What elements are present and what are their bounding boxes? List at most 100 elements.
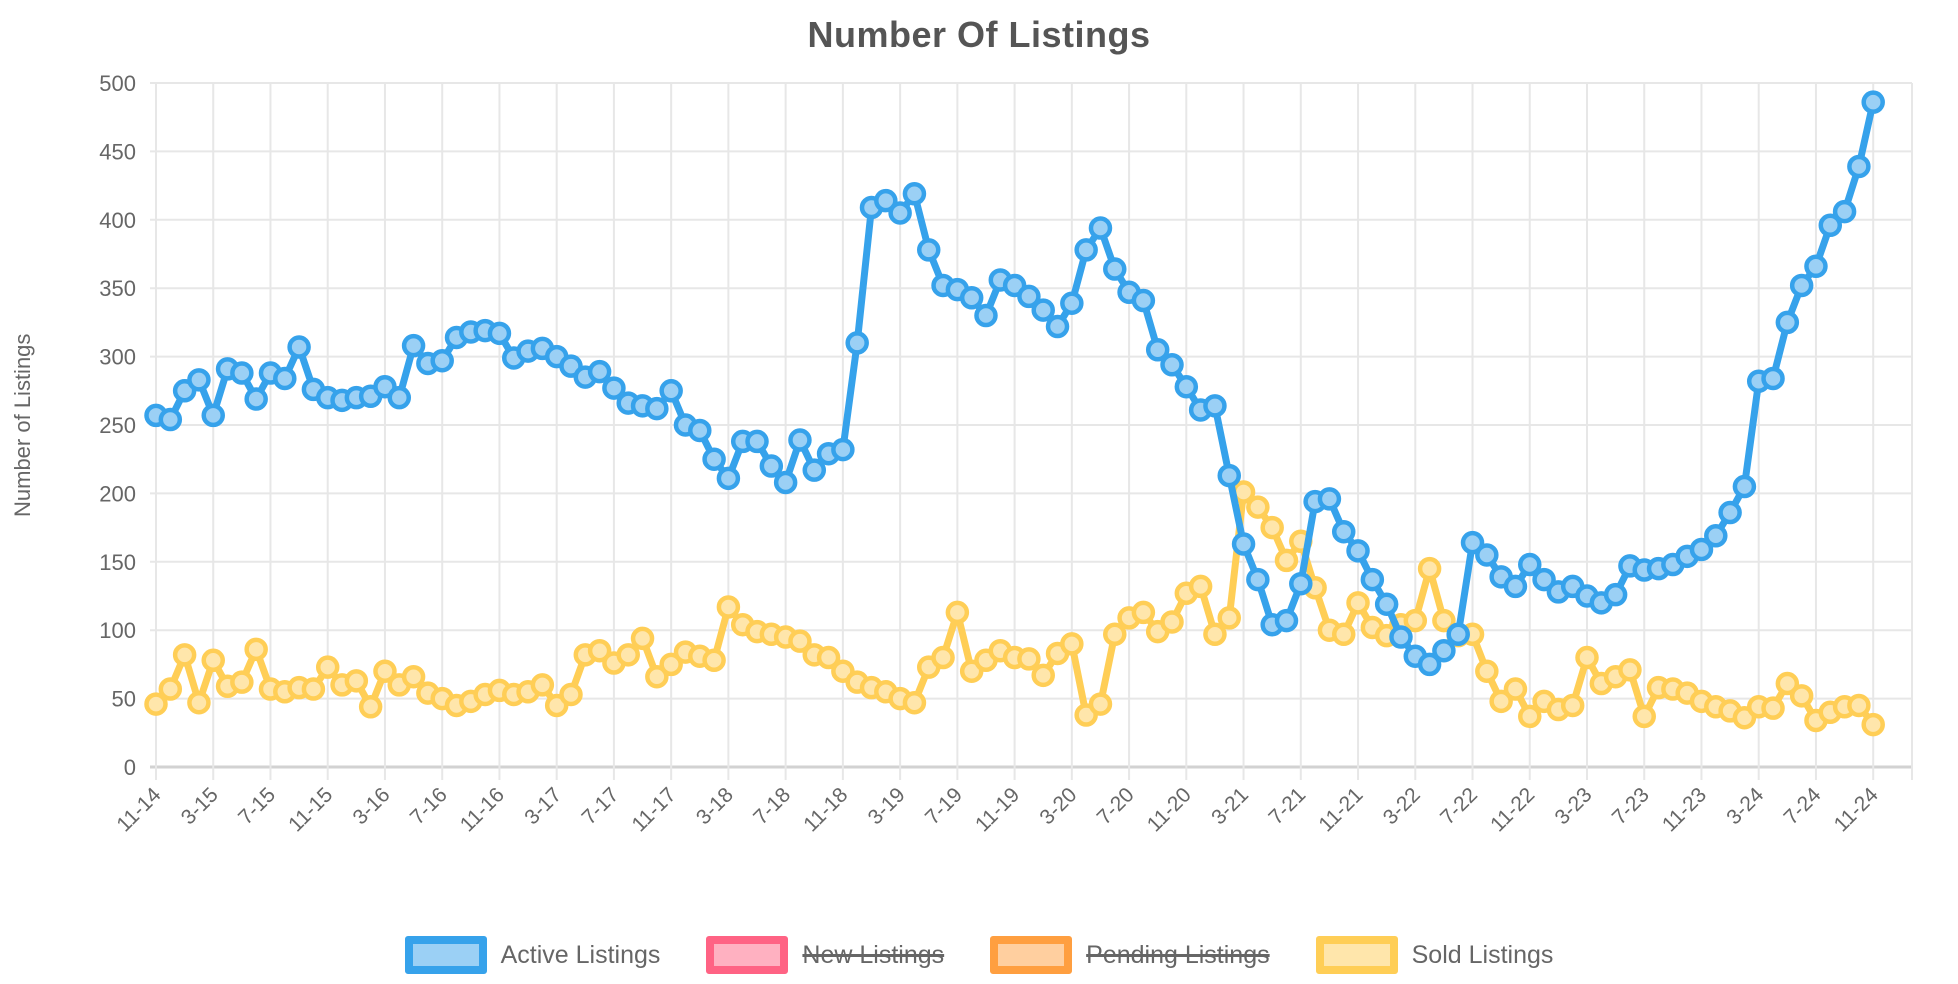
data-point[interactable]: [230, 361, 254, 385]
data-point[interactable]: [1518, 552, 1542, 577]
data-point[interactable]: [1704, 524, 1728, 548]
data-point[interactable]: [888, 201, 912, 225]
data-point[interactable]: [1217, 463, 1241, 488]
data-point[interactable]: [831, 437, 855, 462]
data-point[interactable]: [1460, 530, 1485, 555]
data-point[interactable]: [1103, 257, 1127, 281]
data-point[interactable]: [1417, 556, 1442, 581]
data-point[interactable]: [1045, 314, 1070, 339]
data-point[interactable]: [158, 407, 183, 432]
data-point[interactable]: [273, 366, 297, 391]
data-point[interactable]: [172, 643, 197, 667]
data-point[interactable]: [158, 677, 183, 701]
data-point[interactable]: [1503, 574, 1528, 599]
data-point[interactable]: [1775, 310, 1800, 335]
data-point[interactable]: [244, 387, 268, 411]
data-point[interactable]: [401, 333, 426, 358]
data-point[interactable]: [1017, 284, 1041, 309]
data-point[interactable]: [1689, 537, 1714, 562]
data-point[interactable]: [1575, 645, 1599, 670]
data-point[interactable]: [716, 595, 741, 619]
data-point[interactable]: [587, 359, 612, 384]
data-point[interactable]: [187, 690, 211, 715]
data-point[interactable]: [1389, 625, 1413, 649]
data-point[interactable]: [759, 454, 784, 478]
data-point[interactable]: [1274, 608, 1299, 633]
data-point[interactable]: [1847, 693, 1871, 718]
data-point[interactable]: [1074, 238, 1098, 262]
data-point[interactable]: [1761, 696, 1785, 720]
data-point[interactable]: [1560, 693, 1585, 718]
data-point[interactable]: [287, 335, 311, 359]
data-point[interactable]: [530, 673, 555, 697]
data-point[interactable]: [587, 638, 612, 663]
data-point[interactable]: [1518, 704, 1542, 729]
data-point[interactable]: [845, 331, 869, 355]
data-point[interactable]: [1017, 647, 1041, 671]
data-point[interactable]: [1360, 567, 1385, 592]
data-point[interactable]: [716, 466, 741, 491]
data-point[interactable]: [1331, 519, 1356, 544]
data-point[interactable]: [816, 645, 841, 670]
data-point[interactable]: [659, 379, 683, 403]
data-point[interactable]: [645, 396, 669, 421]
data-point[interactable]: [1403, 608, 1428, 633]
data-point[interactable]: [401, 664, 426, 689]
data-point[interactable]: [1217, 606, 1241, 630]
data-point[interactable]: [1203, 622, 1227, 647]
data-point[interactable]: [1160, 610, 1184, 634]
data-point[interactable]: [1475, 543, 1499, 567]
data-point[interactable]: [788, 629, 812, 653]
data-point[interactable]: [1761, 366, 1785, 391]
data-point[interactable]: [1203, 394, 1227, 418]
data-point[interactable]: [1789, 684, 1814, 708]
data-point[interactable]: [301, 677, 326, 701]
data-point[interactable]: [702, 648, 726, 673]
data-point[interactable]: [144, 692, 168, 716]
data-point[interactable]: [1188, 574, 1213, 599]
data-point[interactable]: [1231, 532, 1256, 556]
data-point[interactable]: [1289, 571, 1313, 596]
data-point[interactable]: [1031, 663, 1055, 688]
data-point[interactable]: [1432, 638, 1456, 663]
data-point[interactable]: [1804, 254, 1828, 279]
data-point[interactable]: [230, 670, 254, 694]
data-point[interactable]: [358, 695, 383, 719]
data-point[interactable]: [344, 669, 369, 693]
legend-item-pending-listings[interactable]: Pending Listings: [990, 936, 1270, 974]
data-point[interactable]: [902, 182, 927, 206]
data-point[interactable]: [373, 659, 397, 683]
data-point[interactable]: [244, 637, 268, 662]
data-point[interactable]: [487, 321, 512, 346]
data-point[interactable]: [1432, 608, 1456, 633]
data-point[interactable]: [945, 600, 970, 625]
data-point[interactable]: [1789, 273, 1814, 298]
data-point[interactable]: [1246, 495, 1270, 519]
data-point[interactable]: [1775, 671, 1800, 696]
data-point[interactable]: [959, 286, 984, 310]
data-point[interactable]: [1732, 474, 1757, 499]
data-point[interactable]: [1160, 353, 1184, 377]
data-point[interactable]: [559, 682, 583, 707]
data-point[interactable]: [1718, 500, 1742, 525]
data-point[interactable]: [916, 238, 941, 262]
data-point[interactable]: [1274, 548, 1299, 573]
data-point[interactable]: [1088, 692, 1113, 716]
data-point[interactable]: [1346, 591, 1370, 615]
data-point[interactable]: [1489, 689, 1513, 714]
data-point[interactable]: [1260, 515, 1284, 540]
data-point[interactable]: [1103, 622, 1127, 647]
data-point[interactable]: [201, 648, 225, 673]
data-point[interactable]: [702, 447, 726, 471]
data-point[interactable]: [1131, 600, 1156, 625]
data-point[interactable]: [1374, 592, 1399, 616]
data-point[interactable]: [1060, 632, 1084, 656]
legend-item-new-listings[interactable]: New Listings: [706, 936, 944, 974]
data-point[interactable]: [1145, 338, 1170, 362]
data-point[interactable]: [1618, 658, 1642, 682]
data-point[interactable]: [1632, 704, 1656, 729]
data-point[interactable]: [1331, 622, 1356, 647]
data-point[interactable]: [201, 403, 225, 428]
data-point[interactable]: [974, 303, 998, 328]
